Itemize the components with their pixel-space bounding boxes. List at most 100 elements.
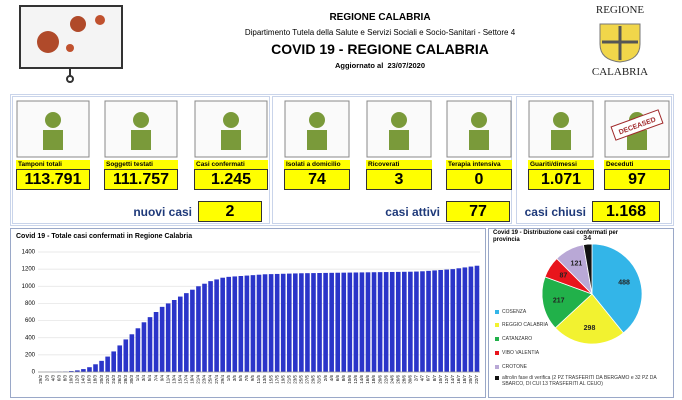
x-tick-label: 6/7 xyxy=(426,375,431,382)
icon-head xyxy=(391,112,407,128)
slice-label: 217 xyxy=(553,298,565,305)
bar xyxy=(99,360,104,372)
x-tick-label: 8/3 xyxy=(62,375,67,382)
bar xyxy=(190,289,195,372)
x-tick-label: 9/4 xyxy=(159,375,164,382)
x-tick-label: 11/5 xyxy=(256,375,261,384)
x-tick-label: 20/3 xyxy=(99,375,104,384)
x-tick-label: 31/5 xyxy=(317,375,322,384)
x-tick-label: 3/5 xyxy=(232,375,237,382)
tile-group xyxy=(516,96,672,224)
bar xyxy=(141,322,147,372)
bar xyxy=(341,272,347,372)
x-tick-label: 24/6 xyxy=(389,375,394,384)
bar xyxy=(262,274,268,372)
x-tick-label: 15/5 xyxy=(268,375,273,384)
x-tick-label: 12/7 xyxy=(444,375,449,384)
x-tick-label: 18/6 xyxy=(371,375,376,384)
page-title: COVID 19 - REGIONE CALABRIA xyxy=(271,41,489,57)
bar xyxy=(123,339,129,372)
bar xyxy=(432,270,437,372)
bar xyxy=(111,351,116,372)
icon-head xyxy=(45,112,61,128)
y-tick-label: 800 xyxy=(25,301,36,307)
y-tick-label: 0 xyxy=(32,370,36,376)
x-tick-label: 10/3 xyxy=(68,375,73,384)
x-tick-label: 2/7 xyxy=(414,375,419,382)
bar xyxy=(238,276,244,372)
bar xyxy=(256,274,262,372)
icon-head xyxy=(223,112,239,128)
tile-value: 113.791 xyxy=(16,169,90,190)
x-tick-label: 29/5 xyxy=(311,375,316,384)
bar xyxy=(323,272,328,372)
x-tick-label: 10/6 xyxy=(347,375,352,384)
bar xyxy=(450,269,456,372)
slice-label: 488 xyxy=(618,280,630,287)
x-tick-label: 6/6 xyxy=(335,375,340,382)
legend-label: altro/in fase di verifica (2 PZ TRASFERI… xyxy=(502,375,657,387)
tile-value: 0 xyxy=(446,169,512,190)
x-tick-label: 12/3 xyxy=(75,375,80,384)
x-tick-label: 22/7 xyxy=(474,375,479,384)
legend-label: CATANZARO xyxy=(502,336,533,342)
icon-body xyxy=(551,130,571,150)
x-tick-label: 11/4 xyxy=(165,375,170,384)
x-tick-label: 5/5 xyxy=(238,375,243,382)
x-tick-label: 17/4 xyxy=(184,375,189,384)
bar xyxy=(389,271,395,372)
x-tick-label: 29/4 xyxy=(220,375,225,384)
slice-label: 121 xyxy=(571,261,583,268)
x-tick-label: 4/3 xyxy=(50,375,55,382)
bar xyxy=(171,300,177,372)
updated: Aggiornato al 23/07/2020 xyxy=(334,61,426,70)
x-tick-label: 27/5 xyxy=(305,375,310,384)
x-tick-label: 16/7 xyxy=(456,375,461,384)
tile-label: Terapia intensiva xyxy=(446,160,512,169)
bar xyxy=(402,271,407,372)
x-tick-label: 20/7 xyxy=(468,375,473,384)
tile-icon xyxy=(104,100,178,158)
icon-head xyxy=(309,112,325,128)
icon-body xyxy=(469,130,489,150)
tile-icon xyxy=(16,100,90,158)
x-tick-label: 29/2 xyxy=(38,375,43,384)
summary-label: casi attivi xyxy=(385,205,440,219)
tile-value: 97 xyxy=(604,169,670,190)
tile-value: 1.071 xyxy=(528,169,594,190)
legend-swatch xyxy=(495,323,499,327)
bar xyxy=(293,273,298,372)
tile-group xyxy=(12,96,270,224)
bar xyxy=(69,371,74,372)
bar xyxy=(395,271,401,372)
bar xyxy=(105,356,110,372)
bar xyxy=(371,272,377,372)
icon-body xyxy=(43,130,63,150)
y-tick-label: 1400 xyxy=(22,250,36,256)
pie-panel xyxy=(488,228,674,398)
x-tick-label: 4/6 xyxy=(329,375,334,382)
bar xyxy=(444,269,449,372)
tile-label: Casi confermati xyxy=(194,160,268,169)
x-tick-label: 18/7 xyxy=(462,375,467,384)
bar xyxy=(268,274,274,372)
icon-head xyxy=(471,112,487,128)
bar xyxy=(135,328,141,372)
bar xyxy=(147,317,153,372)
bar xyxy=(420,271,425,372)
legend-label: COSENZA xyxy=(502,309,527,315)
x-tick-label: 22/3 xyxy=(105,375,110,384)
bar xyxy=(129,334,135,372)
slice-label: 34 xyxy=(583,235,591,242)
y-tick-label: 1200 xyxy=(22,267,36,273)
x-tick-label: 30/6 xyxy=(408,375,413,384)
x-tick-label: 15/4 xyxy=(177,375,182,384)
logo-top: REGIONE xyxy=(595,4,645,16)
bar xyxy=(426,270,431,372)
x-tick-label: 10/7 xyxy=(438,375,443,384)
x-tick-label: 19/4 xyxy=(190,375,195,384)
stamp-frame xyxy=(610,109,664,141)
legend-swatch xyxy=(495,337,499,341)
x-tick-label: 1/4 xyxy=(135,375,140,382)
